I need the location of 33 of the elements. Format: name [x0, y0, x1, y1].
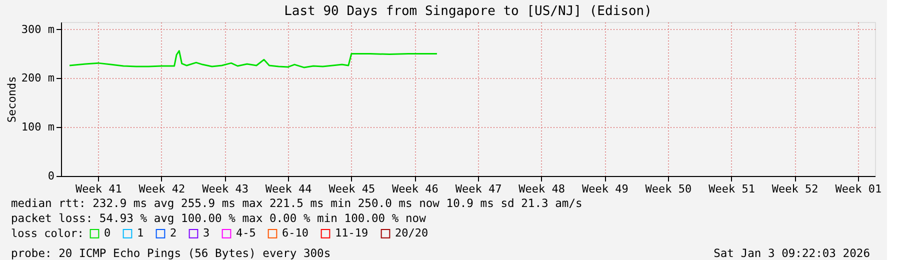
- x-tick-label: Week 46: [392, 182, 438, 196]
- y-tick-label: 100 m: [21, 120, 55, 134]
- y-tick-label: 200 m: [21, 72, 55, 85]
- line-series: [68, 50, 438, 68]
- x-tick-label: Week 49: [582, 182, 628, 196]
- x-tick-label: Week 45: [328, 182, 376, 196]
- x-tick-label: Week 52: [772, 182, 818, 196]
- legend-label: 1: [137, 226, 144, 240]
- x-tick-label: Week 01: [835, 182, 882, 196]
- x-tick-label: Week 51: [708, 182, 755, 196]
- x-tick-label: Week 43: [202, 182, 248, 196]
- chart-title: Last 90 Days from Singapore to [US/NJ] (Edison): [284, 4, 652, 19]
- legend-label: 4-5: [236, 226, 256, 240]
- x-tick-label: Week 42: [138, 182, 186, 196]
- legend-label: 2: [170, 226, 177, 240]
- legend-label: 3: [203, 226, 210, 240]
- legend-label: 20/20: [395, 226, 428, 240]
- legend-title: loss color:: [11, 227, 84, 240]
- text: Sat Jan 3 09:22:03 2026: [714, 247, 870, 260]
- y-tick-label: 300 m: [21, 22, 55, 36]
- text: median rtt: 232.9 ms avg 255.9 ms max 221.5 ms min 250.0 ms now 10.9 ms sd 21.3 am/s: [11, 197, 582, 210]
- legend-label: 0: [104, 226, 111, 240]
- text: packet loss: 54.93 % avg 100.00 % max 0.00 % min 100.00 % now: [11, 212, 426, 225]
- y-tick-label: 0: [48, 170, 54, 182]
- x-tick-label: Week 50: [645, 182, 692, 196]
- x-tick-label: Week 41: [75, 182, 122, 196]
- legend-label: 6-10: [282, 226, 308, 240]
- text: probe: 20 ICMP Echo Pings (56 Bytes) every 300s: [11, 247, 331, 260]
- y-axis-title: Seconds: [5, 76, 18, 123]
- x-tick-label: Week 47: [455, 182, 502, 196]
- x-tick-label: Week 44: [265, 182, 312, 196]
- x-tick-label: Week 48: [518, 182, 566, 196]
- legend-label: 11-19: [335, 226, 368, 240]
